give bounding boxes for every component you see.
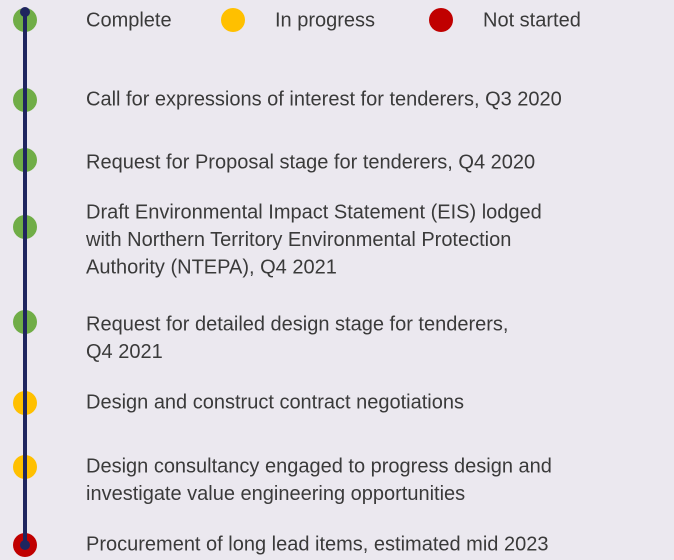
- legend-dot: [221, 8, 245, 32]
- milestone-text: Q4 2021: [86, 341, 163, 363]
- milestone-text: Design consultancy engaged to progress d…: [86, 455, 552, 477]
- milestone-text: Draft Environmental Impact Statement (EI…: [86, 201, 542, 223]
- milestone-text: investigate value engineering opportunit…: [86, 483, 465, 505]
- legend-dot: [429, 8, 453, 32]
- milestone-text: Request for detailed design stage for te…: [86, 313, 508, 335]
- legend-label: Complete: [86, 9, 172, 31]
- legend-label: Not started: [483, 9, 581, 31]
- milestone-text: Call for expressions of interest for ten…: [86, 88, 562, 110]
- milestone-text: with Northern Territory Environmental Pr…: [85, 229, 511, 251]
- legend-label: In progress: [275, 9, 375, 31]
- milestone-text: Request for Proposal stage for tenderers…: [86, 151, 535, 173]
- milestone-text: Procurement of long lead items, estimate…: [86, 533, 548, 555]
- milestone-text: Design and construct contract negotiatio…: [86, 391, 464, 413]
- line-end: [20, 540, 30, 550]
- milestone-text: Authority (NTEPA), Q4 2021: [86, 256, 337, 278]
- line-end: [20, 7, 30, 17]
